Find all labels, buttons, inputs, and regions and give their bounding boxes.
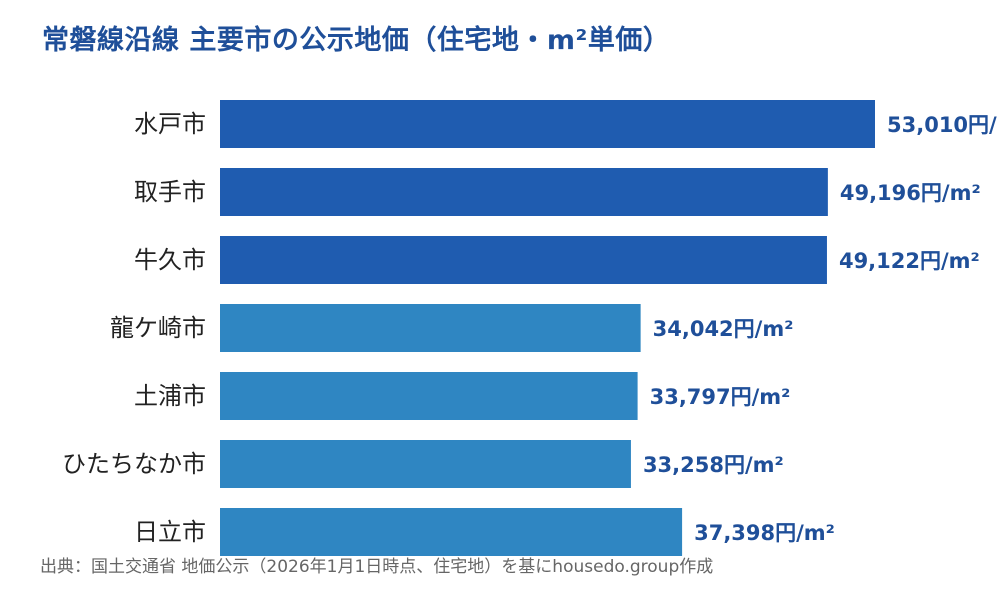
bar-3 (220, 304, 641, 352)
category-label-4: 土浦市 (134, 382, 206, 410)
value-label-3: 34,042円/m² (653, 317, 794, 341)
chart-title: 常磐線沿線 主要市の公示地価（住宅地・m²単価） (42, 25, 671, 56)
category-label-3: 龍ケ崎市 (110, 314, 206, 342)
value-label-0: 53,010円/ (887, 113, 997, 137)
source-note: 出典：国土交通省 地価公示（2026年1月1日時点、住宅地）を基にhousedo… (40, 557, 714, 577)
bar-2 (220, 236, 827, 284)
bar-4 (220, 372, 638, 420)
bar-0 (220, 100, 875, 148)
category-label-6: 日立市 (134, 518, 206, 546)
value-label-5: 33,258円/m² (643, 453, 784, 477)
bar-1 (220, 168, 828, 216)
value-label-4: 33,797円/m² (650, 385, 791, 409)
value-label-6: 37,398円/m² (694, 521, 835, 545)
category-label-5: ひたちなか市 (62, 450, 206, 478)
value-label-1: 49,196円/m² (840, 181, 981, 205)
bar-5 (220, 440, 631, 488)
category-label-2: 牛久市 (134, 246, 206, 274)
category-label-0: 水戸市 (134, 110, 206, 138)
value-label-2: 49,122円/m² (839, 249, 980, 273)
category-label-1: 取手市 (134, 178, 206, 206)
bar-6 (220, 508, 683, 556)
